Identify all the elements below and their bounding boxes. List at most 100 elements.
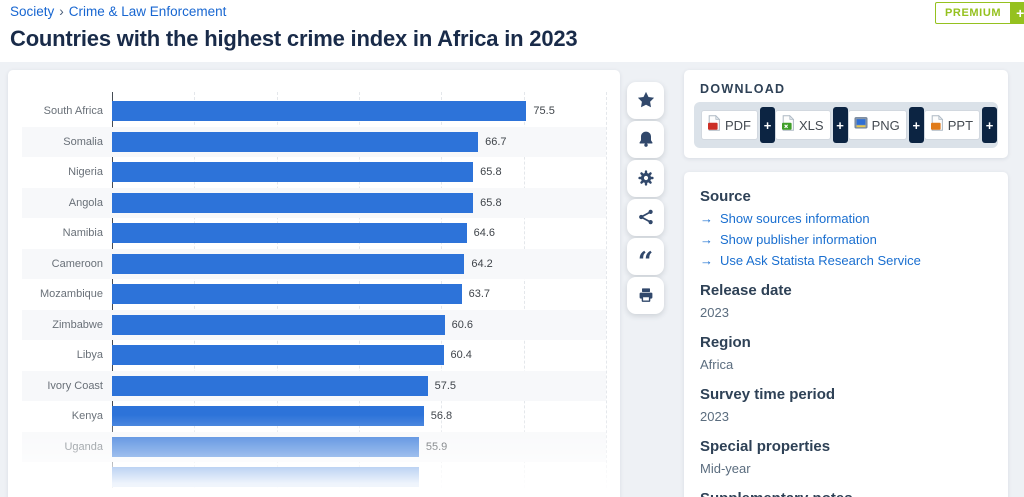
category-label: Cameroon xyxy=(51,257,103,270)
chart-row: Namibia 64.6 xyxy=(22,218,606,249)
alert-button[interactable] xyxy=(627,121,664,158)
chart-row: Nigeria 65.8 xyxy=(22,157,606,188)
ask-statista-label: Use Ask Statista Research Service xyxy=(720,253,921,268)
chart-row: Angola 65.8 xyxy=(22,187,606,218)
breadcrumb-separator: › xyxy=(59,4,64,19)
release-date-section: Release date 2023 xyxy=(700,282,992,320)
download-xls-button[interactable]: XLS + xyxy=(775,107,848,143)
show-publisher-link[interactable]: → Show publisher information xyxy=(700,232,992,247)
gear-icon xyxy=(637,169,655,187)
category-label: Kenya xyxy=(71,410,103,423)
download-ppt-button[interactable]: PPT + xyxy=(923,107,998,143)
bell-icon xyxy=(637,130,655,148)
breadcrumb-link-society[interactable]: Society xyxy=(10,4,55,19)
bar[interactable] xyxy=(112,375,428,396)
value-label: 55.9 xyxy=(425,440,448,453)
chart-row xyxy=(22,462,606,493)
bar-area: 60.6 xyxy=(112,310,606,341)
bar[interactable] xyxy=(112,314,445,335)
survey-period-value: 2023 xyxy=(700,409,729,424)
download-xls-label: XLS xyxy=(799,117,824,133)
download-xls-body: XLS xyxy=(775,110,831,140)
chart-row: Ivory Coast 57.5 xyxy=(22,370,606,401)
bar[interactable] xyxy=(112,284,462,305)
bar-area: 75.5 xyxy=(112,96,606,127)
breadcrumb-link-crime-law[interactable]: Crime & Law Enforcement xyxy=(68,4,227,19)
category-label: Libya xyxy=(76,349,103,362)
printer-icon xyxy=(637,286,655,304)
special-properties-value: Mid-year xyxy=(700,461,751,476)
bar[interactable] xyxy=(112,101,527,122)
pdf-plus-icon: + xyxy=(760,107,775,143)
download-heading: DOWNLOAD xyxy=(700,82,786,96)
bar[interactable] xyxy=(112,192,474,213)
bar-area: 66.7 xyxy=(112,127,606,158)
bar-area: 65.8 xyxy=(112,157,606,188)
chart-row: Uganda 55.9 xyxy=(22,431,606,463)
premium-badge[interactable]: PREMIUM + xyxy=(935,2,1024,24)
chart-row: Cameroon 64.2 xyxy=(22,248,606,279)
category-label: Uganda xyxy=(64,440,103,453)
show-sources-link[interactable]: → Show sources information xyxy=(700,211,992,226)
source-heading: Source xyxy=(700,188,751,205)
release-date-heading: Release date xyxy=(700,282,792,299)
favorite-button[interactable] xyxy=(627,82,664,119)
share-button[interactable] xyxy=(627,199,664,236)
region-section: Region Africa xyxy=(700,334,992,372)
bar[interactable] xyxy=(112,131,479,152)
bar[interactable] xyxy=(112,253,465,274)
details-card: Source → Show sources information → Show… xyxy=(684,172,1008,497)
bar[interactable] xyxy=(112,436,419,457)
bar[interactable] xyxy=(112,162,474,183)
category-label: Namibia xyxy=(62,227,103,240)
region-heading: Region xyxy=(700,334,751,351)
value-label: 75.5 xyxy=(533,105,555,118)
chart-card: South Africa 75.5 Somalia 66.7 Nigeria 65.8 An… xyxy=(8,70,620,497)
download-tray: PDF + XLS + PNG + xyxy=(694,102,998,148)
bar[interactable] xyxy=(112,345,444,366)
quote-icon: “ xyxy=(637,247,654,279)
chart-row: Mozambique 63.7 xyxy=(22,279,606,310)
show-sources-label: Show sources information xyxy=(720,211,870,226)
bar-area xyxy=(112,462,606,493)
settings-button[interactable] xyxy=(627,160,664,197)
download-png-label: PNG xyxy=(871,117,900,133)
ask-statista-link[interactable]: → Use Ask Statista Research Service xyxy=(700,253,992,268)
value-label: 56.8 xyxy=(430,410,453,423)
bar[interactable] xyxy=(112,467,419,488)
download-ppt-label: PPT xyxy=(947,117,974,133)
bar[interactable] xyxy=(112,406,424,427)
chart-toolbar: “ xyxy=(627,82,664,314)
xls-file-icon xyxy=(781,114,795,136)
bar-area: 64.6 xyxy=(112,218,606,249)
download-png-button[interactable]: PNG + xyxy=(847,107,924,143)
download-ppt-body: PPT xyxy=(923,110,981,140)
show-publisher-label: Show publisher information xyxy=(720,232,877,247)
share-icon xyxy=(637,208,655,226)
premium-plus-icon: + xyxy=(1010,3,1024,23)
category-label: Ivory Coast xyxy=(47,379,103,392)
citation-button[interactable]: “ xyxy=(627,238,664,279)
value-label: 66.7 xyxy=(485,135,507,148)
bar-area: 55.9 xyxy=(112,432,606,463)
download-pdf-label: PDF xyxy=(725,117,751,133)
special-properties-section: Special properties Mid-year xyxy=(700,438,992,476)
region-value: Africa xyxy=(700,357,734,372)
chart-row: South Africa 75.5 xyxy=(22,96,606,127)
breadcrumb: Society › Crime & Law Enforcement xyxy=(10,4,226,19)
release-date-value: 2023 xyxy=(700,305,729,320)
download-pdf-button[interactable]: PDF + xyxy=(701,107,775,143)
category-label xyxy=(22,462,112,493)
category-label: Zimbabwe xyxy=(52,318,103,331)
chart-row: Zimbabwe 60.6 xyxy=(22,309,606,341)
survey-period-heading: Survey time period xyxy=(700,386,836,403)
category-label: South Africa xyxy=(43,105,103,118)
category-label: Nigeria xyxy=(68,166,103,179)
chart-row: Kenya 56.8 xyxy=(22,401,606,432)
bar[interactable] xyxy=(112,223,467,244)
print-button[interactable] xyxy=(627,277,664,314)
chart-rows: South Africa 75.5 Somalia 66.7 Nigeria 65.8 An… xyxy=(22,96,606,493)
png-image-icon xyxy=(854,115,868,136)
bar-area: 60.4 xyxy=(112,340,606,371)
pdf-file-icon xyxy=(707,114,721,136)
